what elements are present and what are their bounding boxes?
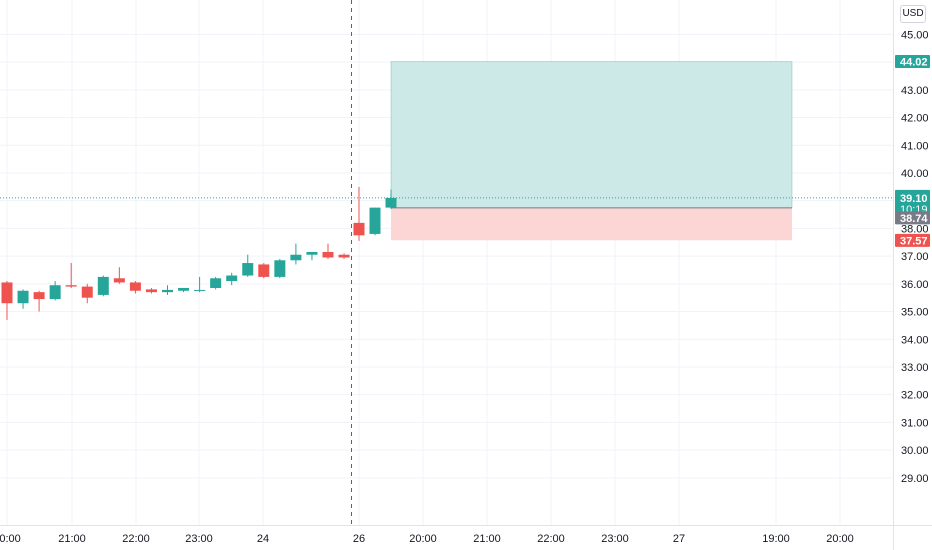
candle-body	[1, 282, 13, 304]
entry-price-tag-bg	[895, 211, 930, 225]
target-price-tag-bg	[895, 55, 930, 69]
candle	[194, 276, 206, 293]
candle	[81, 283, 93, 304]
candle-body	[290, 254, 302, 261]
price-tick-label: 34.00	[901, 334, 929, 346]
candle	[210, 276, 222, 290]
time-axis[interactable]: 20:00 21:00 22:00 23:00 24 26 20:00 21:00 22:00 2…	[0, 525, 932, 546]
candle	[65, 263, 77, 288]
price-tick-label: 33.00	[901, 362, 929, 374]
candle-body	[65, 285, 77, 287]
candle	[49, 281, 61, 301]
candle-body	[385, 197, 397, 208]
candle-body	[97, 276, 109, 295]
price-tick-label: 43.00	[901, 85, 929, 97]
candle-body	[306, 251, 318, 255]
time-tick-label: 21:00	[473, 533, 501, 545]
candle	[242, 254, 254, 277]
long-position-tool[interactable]	[390, 61, 793, 241]
price-tick-label: 35.00	[901, 307, 929, 319]
price-tick-label: 42.00	[901, 113, 929, 125]
candle-body	[210, 278, 222, 288]
price-tick-label: 29.00	[901, 473, 929, 485]
candle-body	[194, 289, 206, 291]
time-tick-label: 20:00	[409, 533, 437, 545]
candle	[353, 186, 365, 241]
last-price-tag-bg	[895, 189, 930, 215]
price-tick-label: 37.00	[901, 251, 929, 263]
chart-overlays	[0, 0, 893, 525]
candle	[1, 281, 13, 320]
candle	[97, 275, 109, 297]
candle-body	[113, 278, 125, 283]
candle	[385, 189, 397, 209]
price-tick-label: 38.00	[901, 223, 929, 235]
candle	[178, 287, 190, 293]
time-tick-label: 26	[353, 533, 365, 545]
price-tick-label: 41.00	[901, 140, 929, 152]
candlestick-series	[1, 186, 397, 320]
candle-body	[353, 222, 365, 236]
price-axis[interactable]: 45.0044.0043.0042.0041.0040.0039.0038.00…	[893, 0, 931, 550]
time-tick-label: 19:00	[762, 533, 790, 545]
stop-price-tag: 37.57	[900, 235, 928, 247]
time-tick-label: 22:00	[537, 533, 565, 545]
time-tick-label: 27	[673, 533, 685, 545]
last-price-tag: 39.10	[900, 193, 928, 205]
candle-body	[49, 285, 61, 300]
candle-body	[81, 286, 93, 298]
time-tick-label: 20:00	[826, 533, 854, 545]
candle-body	[178, 287, 190, 291]
currency-label[interactable]: USD	[900, 5, 926, 23]
stop-loss-zone	[391, 207, 792, 241]
candle	[113, 267, 125, 284]
candle-body	[338, 254, 350, 258]
candle-body	[17, 290, 29, 304]
candle	[129, 281, 141, 294]
candle-body	[145, 289, 157, 293]
candle	[369, 207, 381, 236]
candle	[226, 272, 238, 286]
stop-price-tag-bg	[895, 233, 930, 247]
time-tick-label: 24	[257, 533, 269, 545]
time-tick-label: 20:00	[0, 533, 21, 545]
candle-body	[274, 260, 286, 277]
candle	[338, 253, 350, 259]
price-tick-label: 45.00	[901, 29, 929, 41]
candle	[274, 258, 286, 279]
candle-body	[258, 264, 270, 277]
chart-grid	[0, 0, 893, 525]
price-tick-label: 30.00	[901, 445, 929, 457]
candle-body	[33, 292, 45, 300]
price-tick-label: 36.00	[901, 279, 929, 291]
profit-zone	[390, 61, 793, 209]
time-tick-label: 23:00	[601, 533, 629, 545]
price-tick-label: 31.00	[901, 417, 929, 429]
candle-body	[162, 289, 173, 293]
candle	[322, 243, 334, 259]
candle-body	[226, 275, 238, 282]
price-tick-label: 40.00	[901, 168, 929, 180]
candle-body	[322, 251, 334, 258]
entry-price-tag: 38.74	[900, 213, 928, 225]
candle	[17, 289, 29, 309]
candle-body	[369, 207, 381, 234]
time-tick-label: 22:00	[122, 533, 150, 545]
candle	[258, 263, 270, 279]
candle	[33, 290, 45, 312]
candle-body	[129, 282, 141, 291]
candle	[145, 287, 157, 294]
candle-body	[242, 263, 254, 276]
time-tick-label: 23:00	[185, 533, 213, 545]
price-tick-label: 32.00	[901, 390, 929, 402]
target-price-tag: 44.02	[900, 57, 928, 69]
candle	[290, 243, 302, 265]
candle	[162, 285, 173, 295]
time-tick-label: 21:00	[58, 533, 86, 545]
candle	[306, 251, 318, 261]
